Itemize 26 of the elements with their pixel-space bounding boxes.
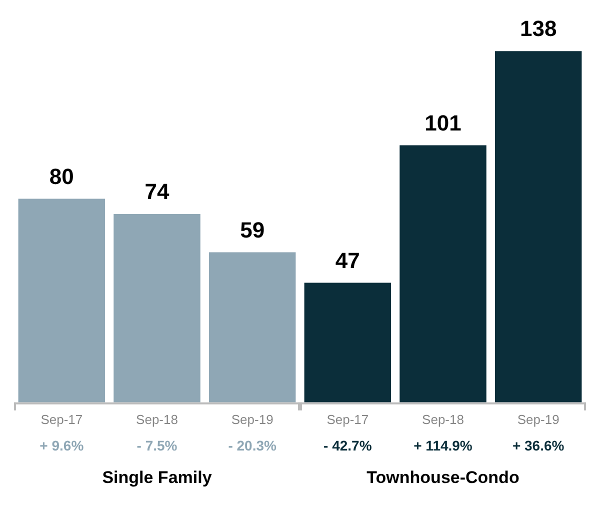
data-label: 101 bbox=[424, 110, 462, 136]
data-label: 138 bbox=[520, 16, 557, 42]
x-tick-label: Sep-18 bbox=[136, 412, 178, 427]
bar bbox=[304, 282, 392, 402]
x-tick-label: Sep-19 bbox=[231, 412, 274, 427]
x-tick-label: Sep-17 bbox=[326, 412, 369, 427]
text: - 20.3% bbox=[228, 437, 278, 454]
text: - 42.7% bbox=[324, 437, 372, 454]
text: Townhouse-Condo bbox=[366, 468, 520, 488]
x-tick-label: Sep-17 bbox=[40, 412, 83, 427]
data-label: 74 bbox=[144, 179, 170, 204]
text: + 114.9% bbox=[414, 437, 473, 454]
bar bbox=[18, 198, 106, 402]
data-label: 59 bbox=[240, 217, 265, 242]
bar bbox=[114, 214, 200, 402]
bar bbox=[494, 51, 582, 402]
bar bbox=[208, 252, 296, 402]
data-label: 80 bbox=[49, 164, 74, 189]
x-tick-label: Sep-18 bbox=[422, 412, 464, 427]
text: + 36.6% bbox=[512, 437, 565, 454]
bar bbox=[400, 145, 486, 402]
x-tick-label: Sep-19 bbox=[517, 412, 560, 427]
text: Single Family bbox=[102, 468, 212, 488]
data-label: 47 bbox=[335, 248, 360, 273]
text: - 7.5% bbox=[136, 437, 178, 454]
text: + 9.6% bbox=[40, 437, 84, 454]
